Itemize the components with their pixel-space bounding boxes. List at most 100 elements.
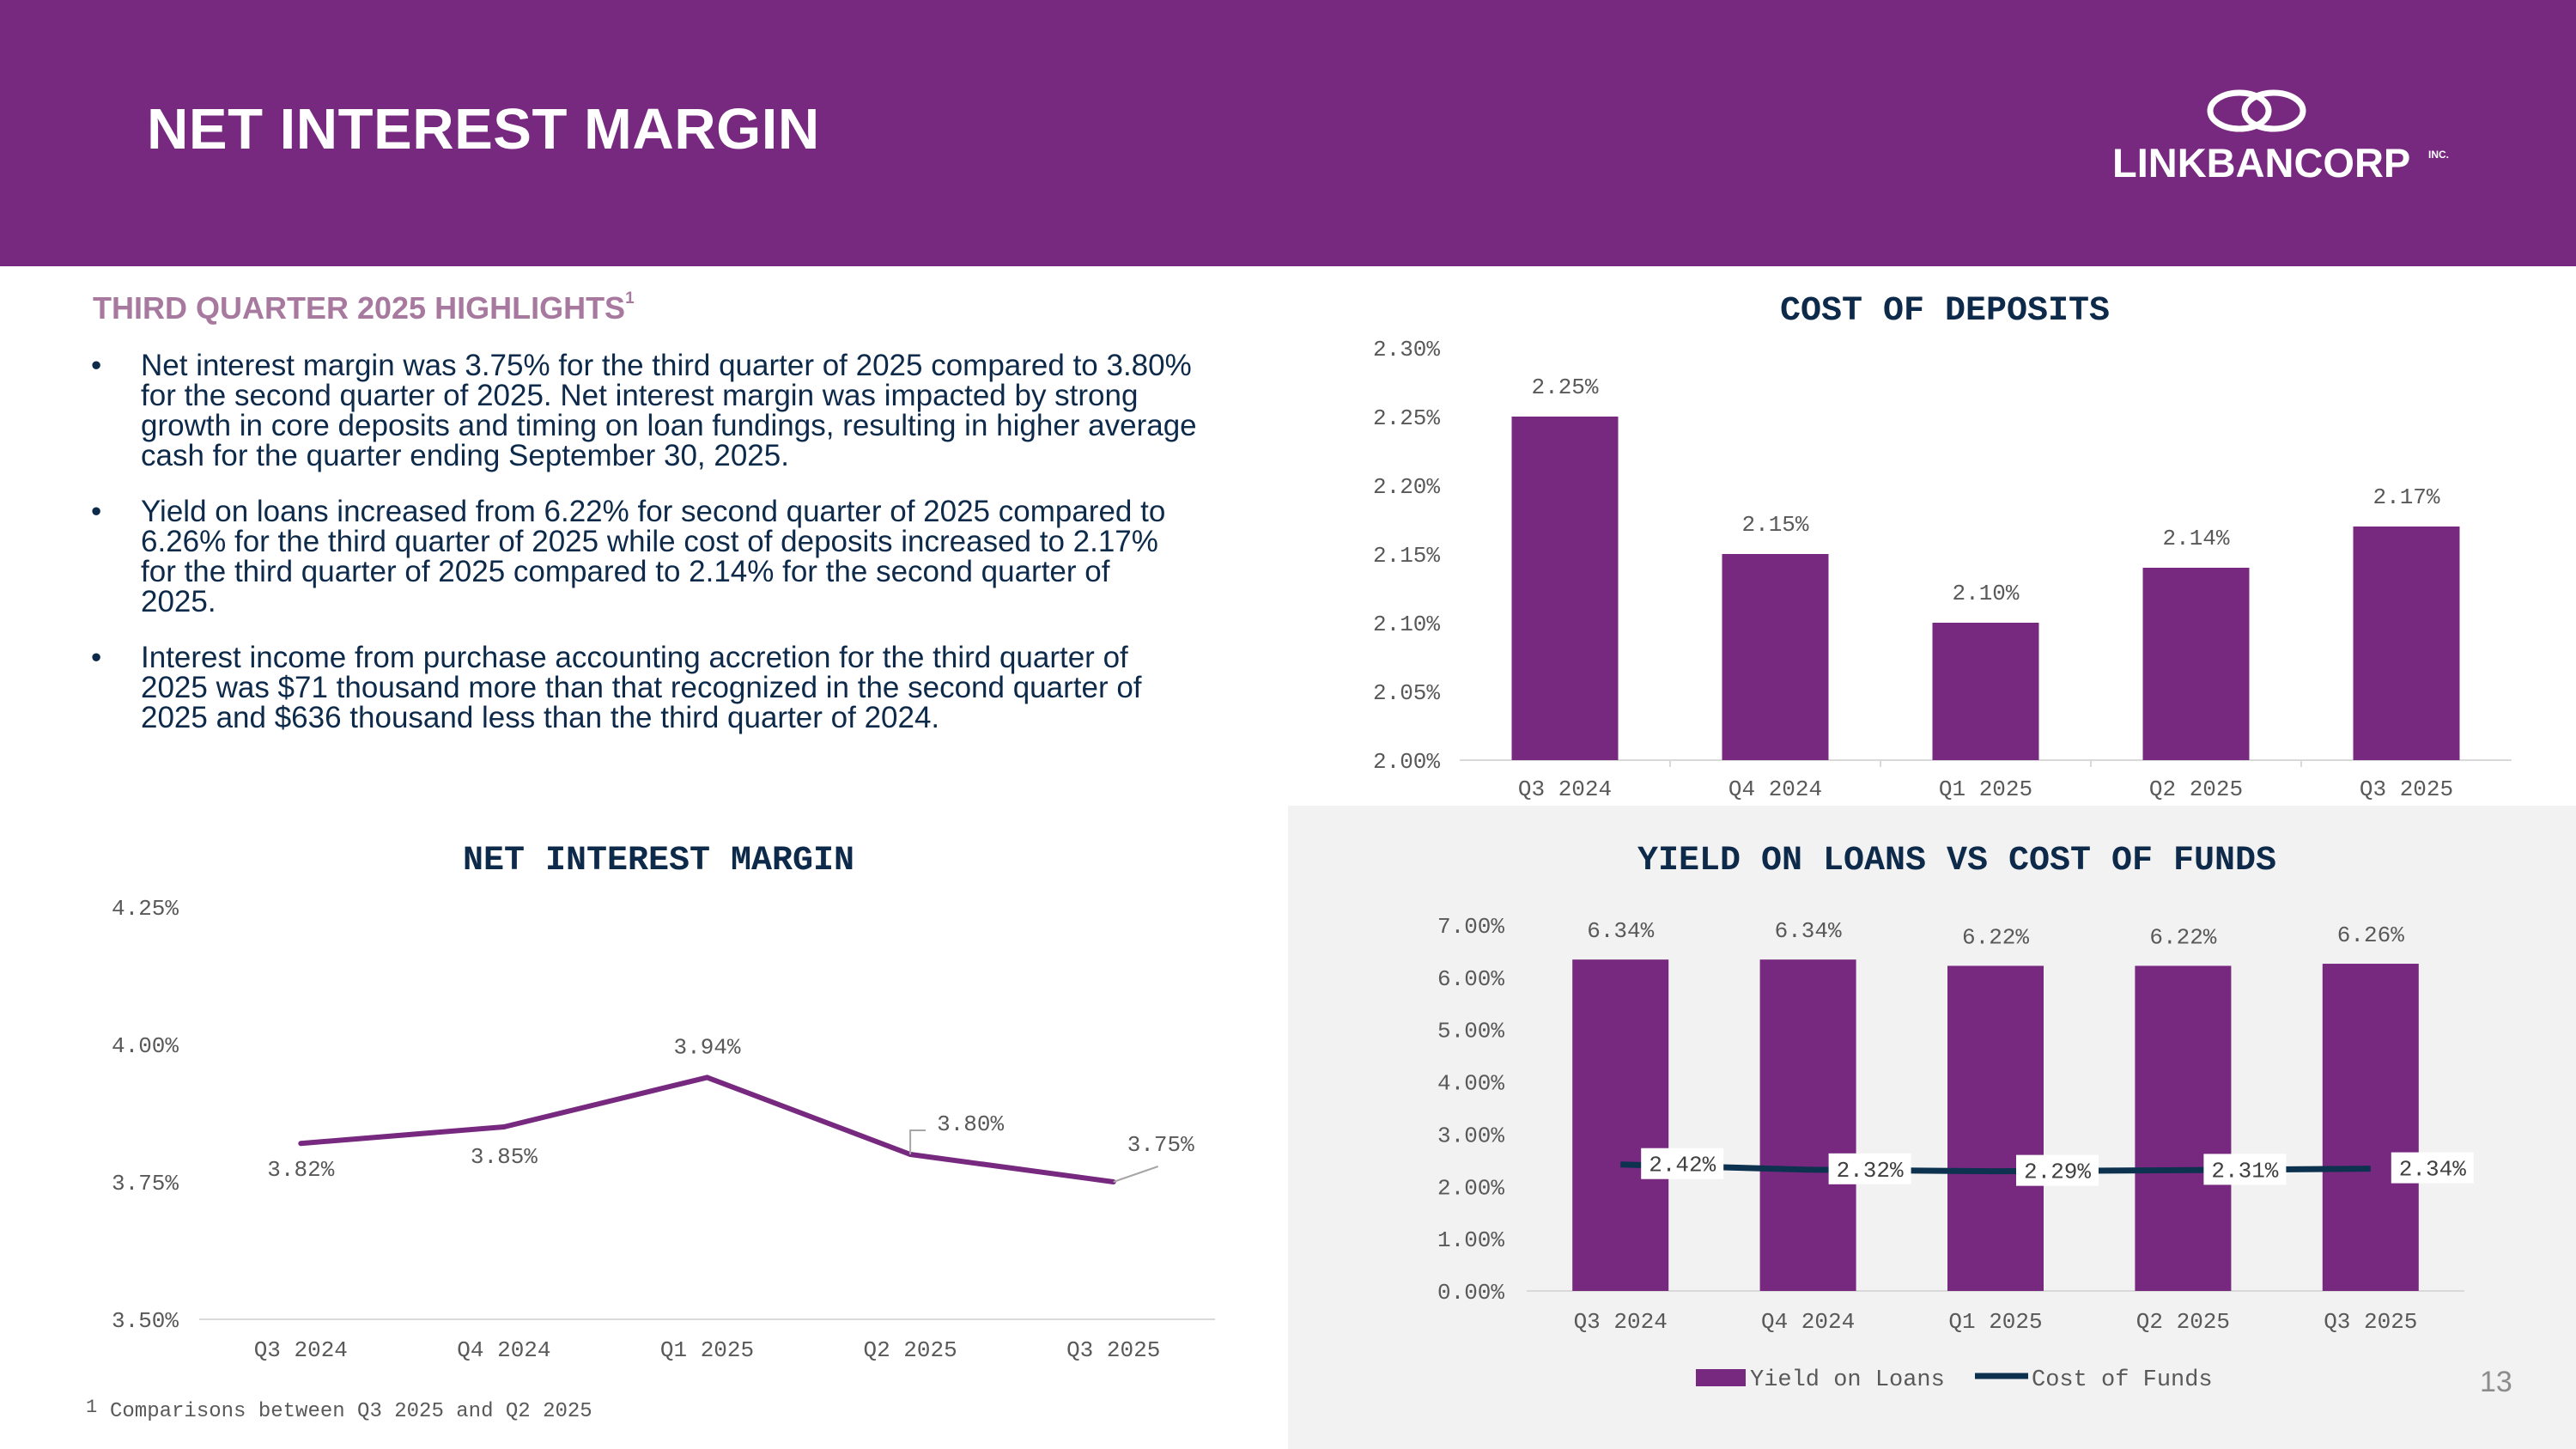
data-label: 3.94% [673, 1034, 740, 1060]
y-tick-label: 2.05% [1373, 680, 1440, 706]
x-tick-label: Q4 2024 [1761, 1309, 1855, 1335]
y-tick-label: 2.30% [1373, 337, 1440, 362]
leader-line [1113, 1166, 1159, 1183]
footnote-text: Comparisons between Q3 2025 and Q2 2025 [110, 1400, 592, 1423]
data-label: 2.10% [1952, 581, 2019, 606]
y-tick-label: 7.00% [1437, 914, 1504, 940]
data-label: 2.14% [2162, 526, 2229, 551]
x-tick-label: Q3 2024 [1574, 1309, 1668, 1335]
chart-title: NET INTEREST MARGIN [463, 842, 854, 880]
bar [1759, 959, 1856, 1291]
data-label: 2.29% [2024, 1160, 2091, 1185]
data-label-background [2391, 1152, 2474, 1184]
data-label-background [1641, 1148, 1724, 1179]
y-tick-label: 1.00% [1437, 1227, 1504, 1253]
y-tick-label: 2.00% [1437, 1175, 1504, 1201]
bullet-dot-icon: • [91, 349, 102, 382]
bullet-line: cash for the quarter ending September 30… [141, 439, 789, 472]
data-label: 2.17% [2372, 484, 2439, 510]
legend-label: Cost of Funds [2032, 1367, 2213, 1393]
bullet-line: growth in core deposits and timing on lo… [141, 409, 1197, 442]
y-tick-label: 0.00% [1437, 1280, 1504, 1306]
data-label: 3.85% [471, 1144, 538, 1170]
y-tick-label: 2.15% [1373, 543, 1440, 569]
logo-suffix: INC. [2428, 149, 2449, 161]
y-tick-label: 5.00% [1437, 1019, 1504, 1044]
footnote-number: 1 [86, 1397, 98, 1418]
x-tick-label: Q3 2025 [1066, 1337, 1160, 1363]
highlights-bullet-list: • Net interest margin was 3.75% for the t… [89, 350, 1309, 758]
data-point [298, 1141, 304, 1147]
bar [2322, 964, 2419, 1291]
data-label: 3.82% [267, 1157, 334, 1183]
y-tick-label: 6.00% [1437, 966, 1504, 992]
cost-of-deposits-chart: COST OF DEPOSITS 2.00% 2.05% 2.10% 2.15% 2.20… [1373, 292, 2512, 802]
highlights-title: THIRD QUARTER 2025 HIGHLIGHTS1 [93, 289, 635, 326]
x-tick-label: Q3 2025 [2360, 776, 2453, 802]
header-banner: NET INTEREST MARGIN LINKBANCORP INC. [0, 0, 2576, 266]
legend-label: Yield on Loans [1750, 1367, 1945, 1393]
x-tick-label: Q2 2025 [2149, 776, 2243, 802]
highlights-title-text: THIRD QUARTER 2025 HIGHLIGHTS [93, 290, 626, 326]
x-tick-label: Q3 2025 [2324, 1309, 2417, 1335]
bullet-line: Interest income from purchase accounting… [141, 641, 1128, 674]
leader-line [909, 1129, 927, 1154]
bullet-line: 6.26% for the third quarter of 2025 whil… [141, 525, 1158, 558]
highlight-bullet: • Net interest margin was 3.75% for the t… [89, 350, 1309, 471]
bar [1947, 965, 2044, 1291]
bullet-dot-icon: • [91, 641, 102, 674]
data-label: 3.75% [1127, 1132, 1194, 1158]
y-tick-label: 3.75% [112, 1171, 179, 1196]
y-tick-label: 2.00% [1373, 749, 1440, 775]
y-tick-label: 3.00% [1437, 1123, 1504, 1148]
bar [1572, 959, 1669, 1291]
data-label: 6.34% [1775, 918, 1842, 944]
data-label: 2.34% [2399, 1157, 2466, 1183]
legend-swatch-bar [1696, 1369, 1746, 1386]
data-label: 3.80% [937, 1111, 1004, 1137]
bar [1511, 417, 1619, 760]
highlight-bullet: • Yield on loans increased from 6.22% for… [89, 496, 1309, 617]
bar [1722, 554, 1829, 760]
bullet-line: Net interest margin was 3.75% for the th… [141, 349, 1192, 382]
bullet-line: for the third quarter of 2025 compared t… [141, 555, 1110, 588]
x-tick-label: Q1 2025 [660, 1337, 754, 1363]
data-point [501, 1124, 507, 1129]
x-tick-label: Q1 2025 [1939, 776, 2032, 802]
y-tick-label: 4.00% [1437, 1071, 1504, 1097]
net-interest-margin-chart: NET INTEREST MARGIN 3.50% 3.75% 4.00% 4.25% 3… [112, 842, 1215, 1363]
chart-title: YIELD ON LOANS VS COST OF FUNDS [1637, 842, 2276, 880]
bullet-line: 2025. [141, 585, 216, 618]
data-label: 6.26% [2337, 922, 2404, 948]
y-tick-label: 4.00% [112, 1033, 179, 1059]
x-tick-label: Q2 2025 [863, 1337, 957, 1363]
y-tick-label: 2.20% [1373, 474, 1440, 500]
footnote-marker: 1 [625, 289, 635, 307]
x-tick-label: Q4 2024 [1728, 776, 1822, 802]
data-label: 6.22% [2149, 924, 2216, 950]
data-label: 2.31% [2211, 1158, 2278, 1184]
y-tick-label: 2.25% [1373, 405, 1440, 431]
x-tick-label: Q1 2025 [1948, 1309, 2042, 1335]
yield-vs-cost-chart: YIELD ON LOANS VS COST OF FUNDS 0.00% 1.00… [1437, 842, 2474, 1393]
data-label-background [1828, 1153, 1911, 1184]
data-point [704, 1075, 710, 1081]
y-tick-label: 3.50% [112, 1308, 179, 1334]
page-title: NET INTEREST MARGIN [147, 97, 820, 161]
highlight-bullet: • Interest income from purchase accountin… [89, 642, 1309, 733]
bar [2135, 965, 2232, 1291]
data-label: 6.22% [1962, 924, 2029, 950]
x-tick-label: Q4 2024 [457, 1337, 550, 1363]
data-label: 2.25% [1531, 374, 1598, 400]
y-tick-label: 2.10% [1373, 612, 1440, 637]
data-label: 2.32% [1837, 1158, 1904, 1184]
logo-text: LINKBANCORP [2112, 140, 2411, 186]
bar [2142, 568, 2250, 760]
bar [1932, 623, 2039, 760]
bar [2353, 527, 2460, 760]
bullet-line: 2025 was $71 thousand more than that rec… [141, 671, 1142, 704]
bullet-line: Yield on loans increased from 6.22% for … [141, 495, 1166, 528]
data-label: 2.42% [1649, 1153, 1716, 1178]
x-tick-label: Q3 2024 [1518, 776, 1612, 802]
data-label-background [2203, 1154, 2287, 1185]
